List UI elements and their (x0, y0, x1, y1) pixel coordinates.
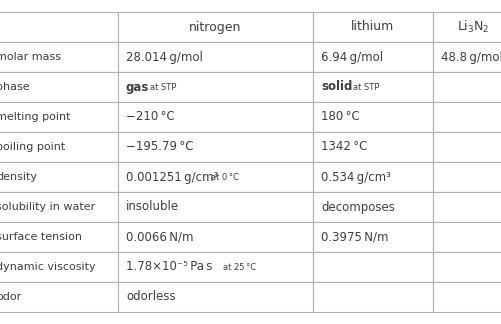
Text: molar mass: molar mass (0, 52, 61, 62)
Text: boiling point: boiling point (0, 142, 65, 152)
Bar (433, 282, 501, 312)
Text: surface tension: surface tension (0, 232, 82, 242)
Bar (118, 252, 313, 282)
Bar (433, 42, 501, 72)
Text: melting point: melting point (0, 112, 71, 122)
Text: phase: phase (0, 82, 30, 92)
Bar (433, 162, 501, 192)
Bar (118, 162, 313, 192)
Bar (433, 132, 501, 162)
Text: solid: solid (321, 80, 352, 94)
Bar (118, 102, 313, 132)
Bar (433, 222, 501, 252)
Bar (433, 192, 501, 222)
Text: dynamic viscosity: dynamic viscosity (0, 262, 96, 272)
Text: lithium: lithium (351, 20, 395, 33)
Text: 48.8 g/mol: 48.8 g/mol (441, 51, 501, 64)
Text: −210 °C: −210 °C (126, 110, 175, 123)
Bar (118, 42, 313, 72)
Bar (0, 42, 118, 72)
Bar (313, 162, 433, 192)
Text: 6.94 g/mol: 6.94 g/mol (321, 51, 383, 64)
Text: nitrogen: nitrogen (189, 20, 241, 33)
Bar (118, 12, 313, 42)
Bar (0, 72, 118, 102)
Text: gas: gas (126, 80, 149, 94)
Text: −195.79 °C: −195.79 °C (126, 141, 193, 154)
Bar (313, 102, 433, 132)
Text: 180 °C: 180 °C (321, 110, 360, 123)
Bar (313, 132, 433, 162)
Text: at STP: at STP (353, 83, 379, 91)
Bar (118, 282, 313, 312)
Bar (433, 252, 501, 282)
Text: 1342 °C: 1342 °C (321, 141, 367, 154)
Bar (433, 12, 501, 42)
Text: 28.014 g/mol: 28.014 g/mol (126, 51, 203, 64)
Bar (313, 12, 433, 42)
Text: 0.534 g/cm³: 0.534 g/cm³ (321, 170, 391, 183)
Bar (313, 42, 433, 72)
Bar (0, 12, 118, 42)
Bar (0, 132, 118, 162)
Text: 0.3975 N/m: 0.3975 N/m (321, 230, 388, 244)
Bar (0, 282, 118, 312)
Text: at 25 °C: at 25 °C (223, 262, 256, 272)
Text: 0.0066 N/m: 0.0066 N/m (126, 230, 193, 244)
Text: Li$_3$N$_2$: Li$_3$N$_2$ (457, 19, 489, 35)
Text: decomposes: decomposes (321, 201, 395, 214)
Bar (313, 282, 433, 312)
Bar (433, 72, 501, 102)
Text: 0.001251 g/cm³: 0.001251 g/cm³ (126, 170, 218, 183)
Text: odorless: odorless (126, 291, 176, 304)
Text: at 0 °C: at 0 °C (211, 172, 239, 181)
Bar (0, 102, 118, 132)
Bar (313, 192, 433, 222)
Bar (313, 72, 433, 102)
Text: odor: odor (0, 292, 21, 302)
Text: insoluble: insoluble (126, 201, 179, 214)
Bar (118, 192, 313, 222)
Text: at STP: at STP (150, 83, 176, 91)
Bar (313, 252, 433, 282)
Bar (118, 72, 313, 102)
Text: solubility in water: solubility in water (0, 202, 95, 212)
Bar (0, 252, 118, 282)
Bar (0, 222, 118, 252)
Text: density: density (0, 172, 37, 182)
Bar (313, 222, 433, 252)
Bar (0, 162, 118, 192)
Bar (0, 192, 118, 222)
Text: 1.78×10⁻⁵ Pa s: 1.78×10⁻⁵ Pa s (126, 260, 212, 273)
Bar (433, 102, 501, 132)
Bar (118, 222, 313, 252)
Bar (118, 132, 313, 162)
